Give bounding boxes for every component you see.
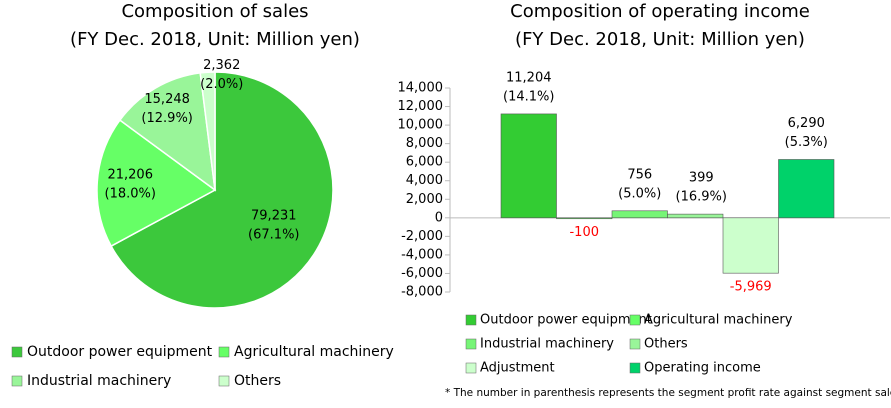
- percent-label: (67.1%): [248, 228, 299, 243]
- bar: [778, 159, 835, 219]
- value-label: 2,362: [203, 58, 240, 73]
- percent-label: (5.0%): [618, 186, 661, 201]
- legend-label: Adjustment: [480, 361, 555, 376]
- legend-label: Outdoor power equipment: [27, 344, 213, 360]
- y-tick-label: 4,000: [406, 173, 443, 188]
- footnote: * The number in parenthesis represents t…: [445, 387, 891, 399]
- legend-swatch: [218, 346, 230, 358]
- legend-swatch: [218, 375, 230, 387]
- pie-slice: [96, 119, 217, 248]
- percent-label: (2.0%): [200, 77, 243, 92]
- pie-title: Composition of sales: [121, 1, 308, 22]
- percent-label: (16.9%): [676, 190, 727, 205]
- pie-slice: [110, 71, 334, 309]
- bar: [722, 217, 779, 274]
- bar: [667, 213, 724, 219]
- value-label: 6,290: [788, 116, 825, 131]
- y-tick-label: -2,000: [401, 229, 443, 244]
- legend-swatch: [629, 314, 641, 326]
- pie-slice: [118, 72, 216, 192]
- y-tick-label: 6,000: [406, 155, 443, 170]
- legend-swatch: [465, 362, 477, 374]
- legend-swatch: [465, 338, 477, 350]
- bar-title: Composition of operating income: [510, 1, 810, 22]
- bar: [500, 113, 557, 219]
- y-tick-label: 14,000: [398, 81, 444, 96]
- y-tick-label: 2,000: [406, 192, 443, 207]
- y-tick-label: 0: [435, 210, 443, 225]
- legend-swatch: [629, 362, 641, 374]
- legend-label: Agricultural machinery: [644, 313, 793, 328]
- legend-swatch: [629, 338, 641, 350]
- value-label: -100: [569, 225, 599, 240]
- percent-label: (12.9%): [141, 111, 192, 126]
- legend-swatch: [11, 346, 23, 358]
- bar: [611, 210, 668, 219]
- bar-subtitle: (FY Dec. 2018, Unit: Million yen): [515, 29, 805, 50]
- y-tick-label: -4,000: [401, 247, 443, 262]
- legend-swatch: [465, 314, 477, 326]
- pie-subtitle: (FY Dec. 2018, Unit: Million yen): [70, 29, 360, 50]
- value-label: 11,204: [506, 70, 552, 85]
- percent-label: (5.3%): [785, 135, 828, 150]
- bar: [556, 217, 613, 220]
- legend-label: Agricultural machinery: [234, 344, 394, 360]
- legend-swatch: [11, 375, 23, 387]
- legend-label: Industrial machinery: [27, 373, 171, 389]
- y-tick-label: -6,000: [401, 266, 443, 281]
- legend-label: Others: [644, 337, 688, 352]
- legend-label: Industrial machinery: [480, 337, 614, 352]
- pie-slice: [199, 71, 216, 191]
- value-label: 15,248: [144, 92, 190, 107]
- y-tick-label: 8,000: [406, 136, 443, 151]
- value-label: -5,969: [730, 280, 772, 295]
- value-label: 399: [689, 171, 714, 186]
- percent-label: (14.1%): [503, 89, 554, 104]
- y-tick-label: 12,000: [398, 99, 444, 114]
- y-tick-label: -8,000: [401, 285, 443, 300]
- legend-label: Operating income: [644, 361, 761, 376]
- value-label: 79,231: [251, 209, 297, 224]
- percent-label: (18.0%): [105, 187, 156, 202]
- legend-label: Outdoor power equipment: [480, 313, 652, 328]
- legend-label: Others: [234, 373, 281, 389]
- y-tick-label: 10,000: [398, 118, 444, 133]
- value-label: 756: [627, 167, 652, 182]
- value-label: 21,206: [107, 168, 153, 183]
